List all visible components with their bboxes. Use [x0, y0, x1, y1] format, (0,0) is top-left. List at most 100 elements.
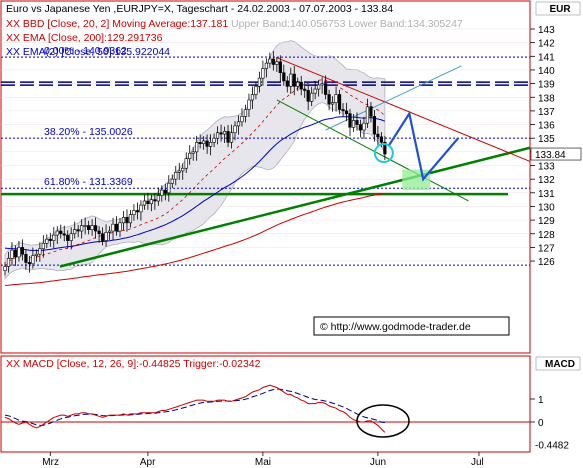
- candle-body: [118, 222, 122, 232]
- candle-body: [334, 94, 338, 104]
- candle-body: [317, 84, 321, 90]
- candle-body: [243, 109, 248, 117]
- candle-body: [100, 233, 105, 241]
- price-tick-label: 137: [538, 107, 555, 118]
- candle-body: [76, 229, 80, 232]
- macd-series: 1 0 -0.4482: [1, 384, 569, 451]
- annotations: [373, 110, 459, 191]
- price-tick-label: 140: [538, 66, 555, 77]
- candle-body: [59, 230, 63, 235]
- candle-body: [45, 238, 49, 244]
- currency-label: EUR: [549, 4, 571, 15]
- candle-body: [163, 189, 167, 194]
- candle-body: [24, 253, 28, 263]
- macd-title: MACD: [545, 359, 575, 370]
- candle-body: [62, 233, 66, 236]
- candle-body: [177, 170, 181, 173]
- candle-body: [215, 132, 220, 139]
- candle-body: [139, 204, 143, 213]
- price-tick-label: 142: [538, 39, 555, 50]
- candle-body: [202, 140, 206, 144]
- watermark: © http://www.godmode-trader.de: [320, 321, 471, 333]
- month-label: Jul: [471, 457, 484, 468]
- candle-body: [191, 151, 195, 154]
- uptrend-line: [59, 146, 531, 268]
- bbd-moving-average: [4, 79, 386, 267]
- candle-body: [348, 113, 352, 128]
- candle-body: [90, 225, 94, 230]
- legend-ema50: XX EMA(2) [Close, 50]:135.922044: [6, 46, 170, 58]
- candle-body: [66, 234, 70, 241]
- candle-body: [111, 223, 115, 232]
- ema200-line: [4, 193, 385, 286]
- candle-body: [41, 243, 45, 250]
- price-tick-label: 132: [538, 175, 555, 186]
- candle-body: [132, 210, 136, 215]
- candle-body: [170, 178, 174, 184]
- candle-body: [87, 225, 91, 230]
- candle-body: [240, 116, 244, 123]
- price-tick-label: 143: [538, 25, 555, 36]
- candle-body: [306, 90, 310, 102]
- indicator-lines: [4, 57, 531, 286]
- candle-body: [233, 125, 237, 134]
- candle-body: [296, 81, 300, 87]
- candle-body: [142, 200, 147, 206]
- month-label: Apr: [140, 457, 156, 468]
- candle-body: [107, 230, 112, 233]
- candle-body: [69, 233, 73, 241]
- candle-body: [275, 61, 279, 65]
- price-axis-ticks: 1431421411401391381371361351341331321311…: [530, 25, 582, 268]
- candle-body: [188, 152, 192, 159]
- candle-body: [83, 225, 87, 227]
- month-label: Mrz: [42, 457, 59, 468]
- candle-body: [219, 132, 223, 135]
- candle-body: [226, 131, 230, 143]
- candle-body: [250, 94, 255, 101]
- candle-body: [229, 132, 234, 143]
- price-panel-frame: [0, 0, 531, 354]
- candle-body: [156, 195, 160, 202]
- forecast-zone: [402, 169, 431, 191]
- last-value-label: 133.84: [535, 150, 566, 161]
- price-tick-label: 126: [538, 257, 555, 268]
- price-tick-label: 138: [538, 93, 555, 104]
- candle-body: [209, 141, 213, 147]
- candle-body: [344, 110, 349, 114]
- candle-body: [55, 230, 59, 236]
- candle-body: [121, 217, 126, 224]
- candle-body: [324, 83, 328, 95]
- candle-body: [13, 249, 18, 258]
- candle-body: [114, 223, 119, 232]
- candle-body: [52, 234, 56, 241]
- price-tick-label: 135: [538, 134, 555, 145]
- candle-body: [174, 172, 178, 180]
- candle-body: [20, 247, 25, 255]
- candle-body: [376, 133, 380, 138]
- downtrend-line: [276, 57, 531, 162]
- candle-body: [372, 116, 377, 135]
- candle-body: [358, 124, 363, 131]
- currency-label-box: [535, 1, 581, 16]
- candle-body: [31, 255, 35, 265]
- candle-body: [80, 225, 84, 232]
- macd-cross-ellipse: [356, 404, 410, 438]
- candle-body: [257, 77, 262, 87]
- candle-body: [153, 199, 157, 202]
- candle-body: [205, 140, 209, 147]
- candle-body: [6, 258, 11, 267]
- candle-body: [27, 262, 31, 265]
- last-value-box: [530, 147, 582, 161]
- price-tick-label: 129: [538, 216, 555, 227]
- macd-tick-label: 1: [538, 395, 544, 406]
- candle-body: [330, 102, 335, 105]
- projection-path: [387, 110, 459, 182]
- macd-legend: XX MACD [Close, 12, 26, 9]:-0.44825 Trig…: [6, 358, 261, 370]
- candle-body: [278, 61, 282, 73]
- candle-body: [379, 136, 383, 143]
- month-label: Mai: [255, 457, 271, 468]
- legend-bbd-bands: Upper Band:140.056753 Lower Band:134.305…: [231, 18, 463, 30]
- price-tick-label: 136: [538, 121, 555, 132]
- macd-trigger-line: [4, 388, 385, 426]
